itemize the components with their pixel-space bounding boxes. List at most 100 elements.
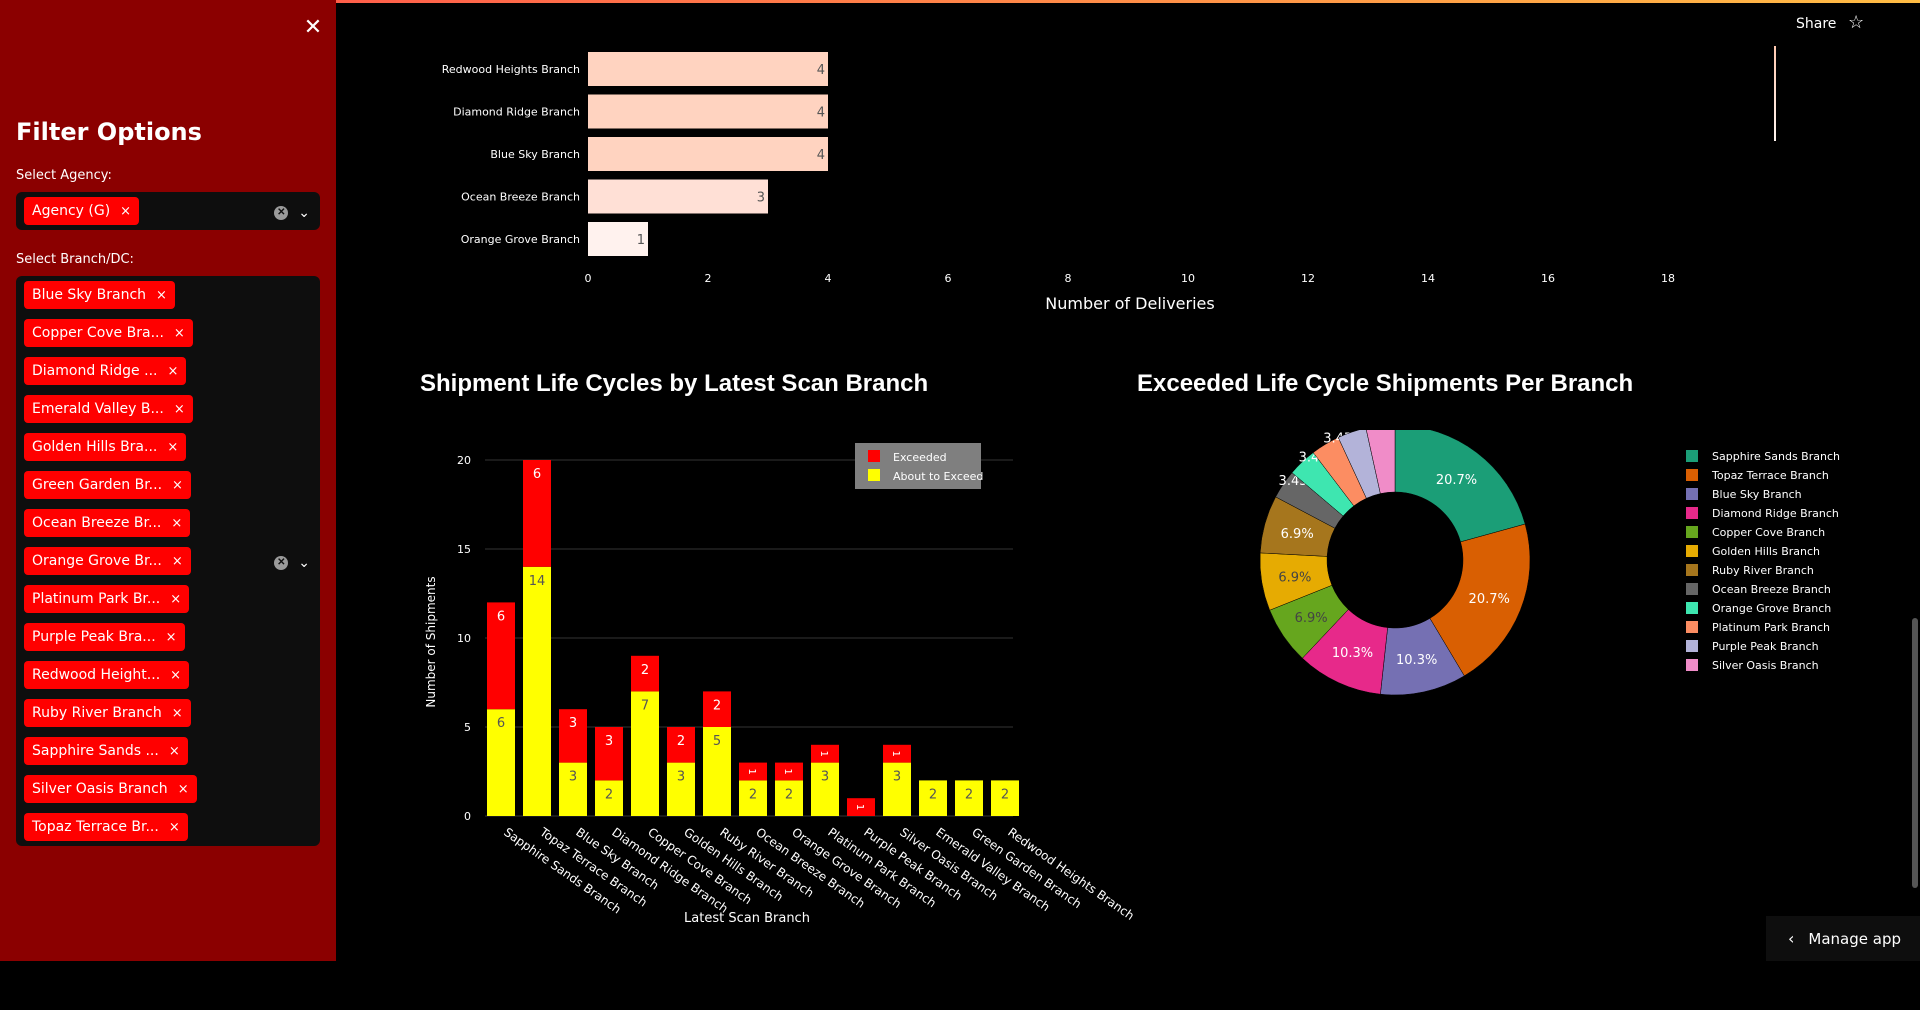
remove-tag-icon[interactable]: × [156,287,167,303]
bar-label: Diamond Ridge Branch [453,106,580,119]
exceeded-bar [631,655,659,692]
delivery-bar [588,137,828,171]
remove-tag-icon[interactable]: × [168,819,180,835]
share-button[interactable]: Share [1796,16,1837,32]
legend-swatch [1686,469,1698,481]
exceeded-bar [847,798,875,816]
bar-value-about: 2 [749,787,757,802]
slice-label: 20.7% [1469,592,1510,607]
remove-tag-icon[interactable]: × [120,203,132,219]
bar-value-about: 3 [821,770,829,785]
x-tick: 2 [705,272,712,285]
legend-label-exceeded: Exceeded [893,451,947,464]
bar-value-exceeded: 3 [569,716,577,731]
bar-value-about: 2 [1001,787,1009,802]
pie-slice [1394,430,1526,543]
remove-tag-icon[interactable]: × [173,325,185,341]
legend-swatch [1686,450,1698,462]
tag-label: Purple Peak Bra... [32,629,156,645]
bar-value-about: 2 [785,787,793,802]
tag-label: Redwood Height... [32,667,161,683]
remove-tag-icon[interactable]: × [177,781,189,797]
x-tick: 18 [1661,272,1675,285]
slice-label: 6.9% [1295,611,1328,626]
agency-multiselect[interactable]: Agency (G) × ✕ ⌄ [16,192,320,230]
remove-tag-icon[interactable]: × [167,439,179,455]
legend-label: Topaz Terrace Branch [1711,469,1829,482]
colorbar [1774,46,1776,141]
about-to-exceed-bar [955,780,983,816]
remove-tag-icon[interactable]: × [170,667,182,683]
bar-value-exceeded: 6 [497,609,505,624]
branch-tag: Blue Sky Branch × [24,281,175,309]
x-tick: 14 [1421,272,1435,285]
legend-label: Ruby River Branch [1712,564,1814,577]
remove-tag-icon[interactable]: × [165,629,177,645]
legend-swatch-about [868,469,880,481]
remove-tag-icon[interactable]: × [167,363,179,379]
clear-agency-icon[interactable]: ✕ [274,205,289,220]
legend-label: Purple Peak Branch [1712,640,1819,653]
chevron-down-icon[interactable]: ⌄ [298,554,310,570]
y-tick: 0 [464,810,471,823]
remove-tag-icon[interactable]: × [171,553,183,569]
remove-tag-icon[interactable]: × [171,705,183,721]
remove-tag-icon[interactable]: × [171,515,183,531]
remove-tag-icon[interactable]: × [170,591,182,607]
bar-value: 4 [817,63,825,78]
star-icon[interactable]: ☆ [1848,12,1865,32]
close-icon[interactable]: ✕ [303,14,323,39]
manage-app-label: Manage app [1808,929,1901,948]
bar-label: Ocean Breeze Branch [461,191,580,204]
delivery-bar [588,52,828,86]
branch-label: Select Branch/DC: [16,252,134,267]
branch-multiselect[interactable]: Blue Sky Branch × Copper Cove Bra... × Diamo… [16,276,320,846]
bar-value: 4 [817,106,825,121]
slice-label: 20.7% [1436,473,1477,488]
agency-tag: Agency (G) × [24,197,140,225]
branch-tag: Diamond Ridge ... × [24,357,187,385]
sidebar-title: Filter Options [16,118,202,146]
slice-label: 10.3% [1396,653,1437,668]
bar-value-about: 2 [965,787,973,802]
delivery-bar [588,222,648,256]
remove-tag-icon[interactable]: × [172,477,183,493]
legend-label: Ocean Breeze Branch [1712,583,1831,596]
y-tick: 5 [464,721,471,734]
legend-label: Orange Grove Branch [1712,602,1831,615]
bar-value-about: 3 [569,770,577,785]
stacked-chart-title: Shipment Life Cycles by Latest Scan Bran… [420,370,929,397]
remove-tag-icon[interactable]: × [168,743,180,759]
x-axis-label: Latest Scan Branch [684,911,810,926]
tag-label: Ocean Breeze Br... [32,515,162,531]
branch-tag: Topaz Terrace Br... × [24,813,188,841]
legend-swatch-exceeded [868,450,880,462]
sidebar: ✕ Filter Options Select Agency: Agency (… [0,0,336,961]
legend-swatch [1686,659,1698,671]
about-to-exceed-bar [631,691,659,816]
bar-value-exceeded: 2 [677,734,685,749]
bar-label: Blue Sky Branch [490,148,580,161]
top-accent-line [0,0,1920,3]
exceeded-bar [595,727,623,781]
chevron-down-icon[interactable]: ⌄ [298,204,310,220]
about-to-exceed-bar [991,780,1019,816]
clear-branch-icon[interactable]: ✕ [274,555,289,570]
bar-value-exceeded: 1 [818,751,829,757]
about-to-exceed-bar [811,762,839,816]
manage-app-button[interactable]: ‹ Manage app [1766,916,1920,961]
branch-tag: Ruby River Branch × [24,699,191,727]
tag-label: Blue Sky Branch [32,287,147,303]
bar-value-exceeded: 6 [533,467,541,482]
legend-label: Diamond Ridge Branch [1712,507,1839,520]
bar-value-about: 3 [677,770,685,785]
remove-tag-icon[interactable]: × [173,401,185,417]
bar-value-exceeded: 1 [854,804,865,810]
tag-label: Silver Oasis Branch [32,781,168,797]
bar-value-about: 14 [529,574,546,589]
branch-tag: Orange Grove Br... × [24,547,191,575]
scrollbar[interactable] [1912,618,1918,888]
legend-swatch [1686,526,1698,538]
pie-chart-title: Exceeded Life Cycle Shipments Per Branch [1137,370,1634,397]
